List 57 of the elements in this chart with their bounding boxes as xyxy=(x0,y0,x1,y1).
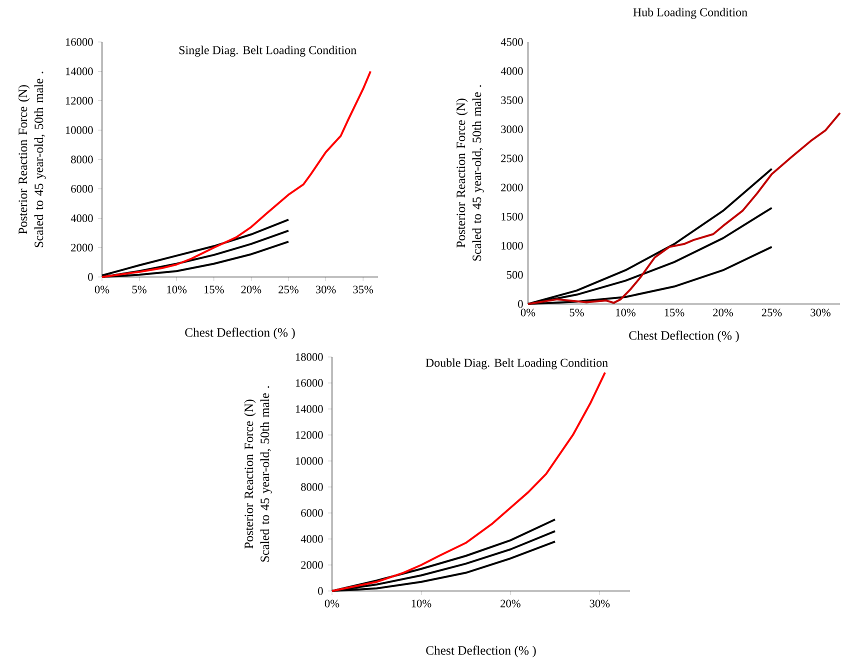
y-tick-label: 2000 xyxy=(71,244,93,252)
y-tick-label: 16000 xyxy=(66,38,93,46)
x-tick-label: 25% xyxy=(278,286,298,294)
x-tick-label: 30% xyxy=(316,286,336,294)
y-tick-label: 4000 xyxy=(70,214,93,222)
y-tick-label: 14000 xyxy=(66,68,93,76)
y-tick-label: 0 xyxy=(88,273,93,281)
y-tick-label: 18000 xyxy=(296,353,323,361)
chart-title: Double Diag. Belt Loading Condition xyxy=(426,358,608,370)
y-tick-label: 1500 xyxy=(502,212,523,221)
y-tick-label: 4500 xyxy=(500,38,523,46)
y-tick-label: 6000 xyxy=(301,509,323,517)
x-axis-title: Chest Deflection (% ) xyxy=(629,330,739,342)
x-tick-label: 35% xyxy=(353,286,374,294)
x-axis-title: Chest Deflection (% ) xyxy=(426,646,536,658)
x-tick-label: 5% xyxy=(570,308,584,317)
x-tick-label: 5% xyxy=(132,286,146,294)
y-tick-label: 2500 xyxy=(501,154,523,162)
y-axis-title: Posterior Reaction Force (N) Scaled to 45 year-old, 50th male . xyxy=(456,85,484,261)
y-tick-label: 14000 xyxy=(296,405,323,413)
chart-title: Single Diag. Belt Loading Condition xyxy=(179,46,356,57)
y-axis-title: Posterior Reaction Force (N) Scaled to 45 year-old, 50th male . xyxy=(244,386,272,562)
y-tick-label: 12000 xyxy=(66,97,93,105)
x-tick-label: 10% xyxy=(167,286,187,294)
y-tick-label: 8000 xyxy=(301,483,323,491)
y-tick-label: 4000 xyxy=(500,67,523,76)
y-tick-label: 0 xyxy=(318,587,323,595)
y-tick-label: 2000 xyxy=(501,184,523,192)
y-tick-label: 6000 xyxy=(71,185,93,193)
x-tick-label: 15% xyxy=(204,286,224,294)
x-tick-label: 0% xyxy=(324,600,340,608)
x-axis-title: Chest Deflection (% ) xyxy=(185,328,295,340)
y-tick-label: 1000 xyxy=(502,242,523,250)
x-tick-label: 10% xyxy=(616,308,636,317)
y-tick-label: 500 xyxy=(506,271,523,279)
x-tick-label: 15% xyxy=(664,308,684,317)
y-tick-label: 3000 xyxy=(501,126,523,134)
chart-title: Hub Loading Condition xyxy=(633,8,748,19)
x-tick-label: 0% xyxy=(94,286,110,294)
x-tick-label: 20% xyxy=(241,286,262,294)
y-tick-label: 2000 xyxy=(301,561,323,569)
x-tick-label: 10% xyxy=(412,600,432,608)
y-tick-label: 8000 xyxy=(71,156,93,164)
x-tick-label: 25% xyxy=(762,308,782,317)
x-tick-label: 30% xyxy=(590,600,610,608)
y-tick-label: 3500 xyxy=(501,96,523,104)
x-tick-label: 20% xyxy=(713,308,733,317)
x-tick-label: 0% xyxy=(520,308,536,317)
y-tick-label: 12000 xyxy=(296,431,323,439)
y-tick-label: 0 xyxy=(518,300,523,308)
x-tick-label: 30% xyxy=(810,308,830,317)
x-tick-label: 20% xyxy=(500,600,520,608)
y-tick-label: 4000 xyxy=(300,535,323,543)
y-tick-label: 10000 xyxy=(66,126,93,134)
y-axis-title: Posterior Reaction Force (N) Scaled to 45 year-old, 50th male . xyxy=(18,72,46,248)
y-tick-label: 16000 xyxy=(296,379,323,387)
y-tick-label: 10000 xyxy=(296,457,323,465)
